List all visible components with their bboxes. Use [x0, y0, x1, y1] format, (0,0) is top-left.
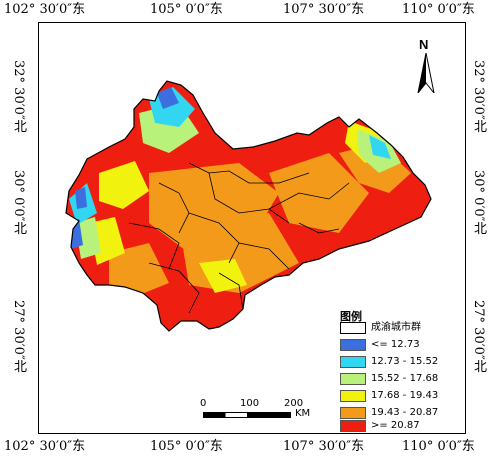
x-tick-top-4: 110° 0′0″东	[402, 2, 475, 17]
scale-bar-graphic	[203, 412, 291, 418]
legend: 图例 成渝城市群 <= 12.73 12.73 - 15.52 15.52 - …	[338, 306, 462, 433]
y-tick-left-3: 27° 30′0″北	[11, 300, 26, 373]
legend-class-6: >= 20.87	[340, 420, 462, 433]
legend-swatch-3	[340, 373, 366, 385]
legend-class-2: 12.73 - 15.52	[340, 356, 462, 369]
legend-boundary-row: 成渝城市群	[340, 322, 462, 335]
scale-tick-0: 0	[200, 398, 207, 409]
north-arrow: N	[411, 37, 441, 93]
scale-tick-100: 100	[240, 398, 260, 409]
region-map	[65, 80, 432, 332]
x-tick-bottom-3: 107° 30′0″东	[283, 439, 365, 454]
scale-tick-200: 200	[284, 398, 304, 409]
legend-label-3: 15.52 - 17.68	[371, 373, 439, 384]
x-tick-bottom-1: 102° 30′0″东	[4, 439, 86, 454]
north-arrow-icon	[417, 53, 435, 93]
legend-label-5: 19.43 - 20.87	[371, 407, 439, 418]
x-tick-bottom-4: 110° 0′0″东	[402, 439, 475, 454]
y-tick-left-1: 32° 30′0″北	[11, 60, 26, 133]
y-tick-right-3: 27° 30′0″北	[471, 300, 486, 373]
y-tick-right-2: 30° 0′0″北	[471, 170, 486, 235]
y-tick-right-1: 32° 30′0″北	[471, 60, 486, 133]
y-tick-left-2: 30° 0′0″北	[11, 170, 26, 235]
legend-class-1: <= 12.73	[340, 339, 462, 352]
legend-label-4: 17.68 - 19.43	[371, 390, 439, 401]
legend-swatch-5	[340, 407, 366, 419]
legend-swatch-6	[340, 420, 366, 432]
map-frame	[38, 22, 466, 434]
x-tick-top-3: 107° 30′0″东	[283, 2, 365, 17]
scale-bar: 0 100 200 KM	[199, 398, 324, 424]
x-tick-bottom-2: 105° 0′0″东	[150, 439, 223, 454]
north-label: N	[419, 37, 429, 52]
legend-label-1: <= 12.73	[371, 339, 420, 350]
legend-label-6: >= 20.87	[371, 420, 420, 431]
x-tick-top-2: 105° 0′0″东	[150, 2, 223, 17]
x-tick-top-1: 102° 30′0″东	[4, 2, 86, 17]
legend-swatch-1	[340, 339, 366, 351]
legend-class-5: 19.43 - 20.87	[340, 407, 462, 420]
legend-swatch-2	[340, 356, 366, 368]
legend-swatch-4	[340, 390, 366, 402]
legend-title: 图例	[340, 310, 362, 323]
legend-class-3: 15.52 - 17.68	[340, 373, 462, 386]
legend-boundary-label: 成渝城市群	[371, 322, 421, 333]
scale-unit: KM	[295, 408, 311, 419]
legend-boundary-swatch	[340, 322, 366, 334]
legend-class-4: 17.68 - 19.43	[340, 390, 462, 403]
legend-label-2: 12.73 - 15.52	[371, 356, 439, 367]
